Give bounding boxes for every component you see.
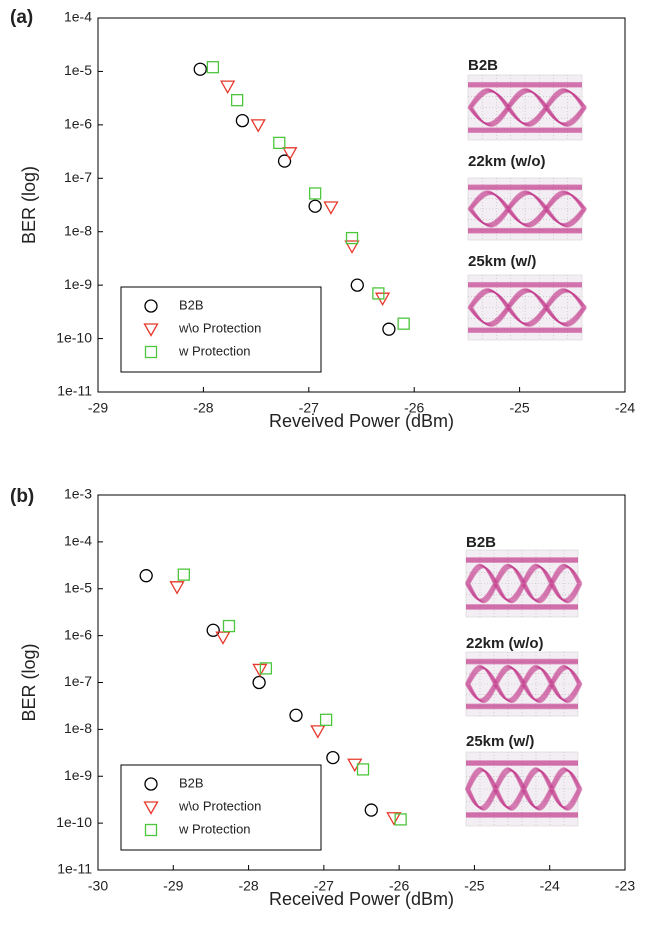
marker-square bbox=[274, 137, 285, 148]
legend-label: w Protection bbox=[178, 821, 251, 836]
y-tick-label: 1e-9 bbox=[64, 276, 92, 292]
legend-label: B2B bbox=[179, 297, 204, 312]
marker-triangle bbox=[311, 726, 324, 738]
marker-square bbox=[321, 714, 332, 725]
marker-triangle bbox=[346, 241, 359, 253]
marker-square bbox=[358, 764, 369, 775]
panel-label: (b) bbox=[10, 486, 34, 507]
x-tick-label: -25 bbox=[509, 400, 529, 416]
x-axis-label: Received Power (dBm) bbox=[269, 889, 454, 909]
y-tick-label: 1e-8 bbox=[64, 222, 92, 238]
marker-square bbox=[207, 62, 218, 73]
marker-triangle bbox=[324, 202, 337, 214]
y-tick-label: 1e-5 bbox=[64, 579, 92, 595]
y-tick-label: 1e-5 bbox=[64, 62, 92, 78]
y-tick-label: 1e-4 bbox=[64, 9, 92, 25]
marker-circle bbox=[383, 323, 395, 335]
inset-label: 25km (w/) bbox=[466, 733, 534, 750]
x-tick-label: -29 bbox=[163, 878, 183, 894]
marker-triangle bbox=[221, 81, 234, 93]
marker-square bbox=[347, 233, 358, 244]
x-tick-label: -28 bbox=[193, 400, 213, 416]
eye-diagram bbox=[466, 652, 582, 716]
y-axis-label: BER (log) bbox=[19, 166, 39, 244]
x-tick-label: -30 bbox=[88, 878, 108, 894]
marker-circle bbox=[236, 115, 248, 127]
marker-square bbox=[223, 621, 234, 632]
marker-square bbox=[398, 318, 409, 329]
inset-label: 22km (w/o) bbox=[466, 635, 544, 652]
figure: (a)-29-28-27-26-25-241e-111e-101e-91e-81… bbox=[0, 0, 647, 936]
eye-diagram bbox=[466, 752, 582, 826]
inset-label: B2B bbox=[468, 57, 498, 74]
y-tick-label: 1e-4 bbox=[64, 533, 92, 549]
inset-label: 25km (w/) bbox=[468, 253, 536, 270]
eye-diagram bbox=[468, 75, 586, 140]
marker-circle bbox=[327, 752, 339, 764]
y-tick-label: 1e-8 bbox=[64, 720, 92, 736]
y-tick-label: 1e-10 bbox=[56, 329, 92, 345]
marker-circle bbox=[365, 804, 377, 816]
y-tick-label: 1e-6 bbox=[64, 116, 92, 132]
marker-triangle bbox=[252, 120, 265, 132]
x-axis-label: Reveived Power (dBm) bbox=[269, 411, 454, 431]
x-tick-label: -25 bbox=[464, 878, 484, 894]
inset-label: B2B bbox=[466, 534, 496, 551]
marker-circle bbox=[351, 279, 363, 291]
x-tick-label: -24 bbox=[615, 400, 635, 416]
x-tick-label: -28 bbox=[238, 878, 258, 894]
y-tick-label: 1e-9 bbox=[64, 767, 92, 783]
y-tick-label: 1e-7 bbox=[64, 169, 92, 185]
x-tick-label: -29 bbox=[88, 400, 108, 416]
x-tick-label: -23 bbox=[615, 878, 635, 894]
legend-label: w Protection bbox=[178, 343, 251, 358]
y-tick-label: 1e-7 bbox=[64, 673, 92, 689]
marker-square bbox=[178, 569, 189, 580]
marker-triangle bbox=[171, 582, 184, 594]
legend-label: w\o Protection bbox=[178, 798, 261, 813]
y-axis-label: BER (log) bbox=[19, 643, 39, 721]
marker-circle bbox=[290, 709, 302, 721]
eye-diagram bbox=[468, 275, 586, 340]
y-tick-label: 1e-3 bbox=[64, 486, 92, 502]
marker-triangle bbox=[348, 759, 361, 771]
eye-diagram bbox=[468, 178, 586, 240]
marker-square bbox=[232, 95, 243, 106]
panel-label: (a) bbox=[10, 7, 33, 28]
legend-label: B2B bbox=[179, 775, 204, 790]
marker-circle bbox=[309, 200, 321, 212]
marker-circle bbox=[140, 570, 152, 582]
y-tick-label: 1e-11 bbox=[57, 383, 92, 399]
y-tick-label: 1e-10 bbox=[56, 814, 92, 830]
y-tick-label: 1e-6 bbox=[64, 626, 92, 642]
y-tick-label: 1e-11 bbox=[57, 861, 92, 877]
x-tick-label: -24 bbox=[540, 878, 560, 894]
marker-circle bbox=[194, 63, 206, 75]
marker-circle bbox=[253, 677, 265, 689]
inset-label: 22km (w/o) bbox=[468, 153, 546, 170]
marker-square bbox=[310, 188, 321, 199]
eye-diagram bbox=[466, 550, 582, 617]
legend-label: w\o Protection bbox=[178, 320, 261, 335]
